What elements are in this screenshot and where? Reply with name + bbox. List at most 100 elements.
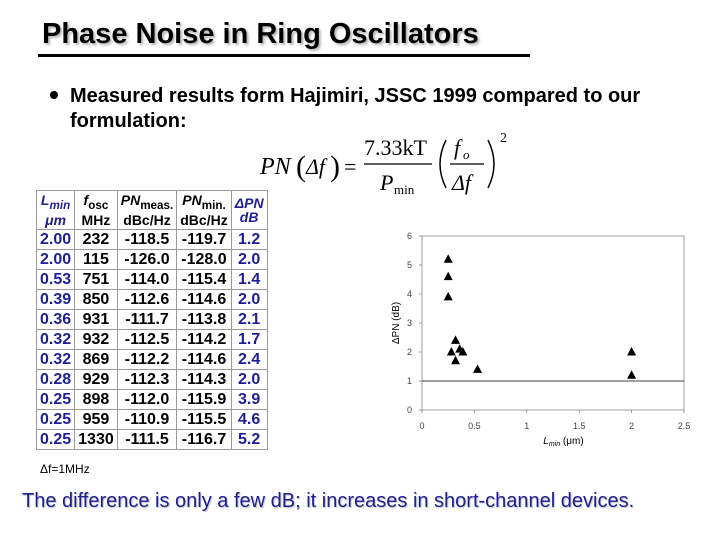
cell-pn-meas: -126.0 xyxy=(116,249,178,270)
data-point-marker xyxy=(446,347,456,356)
table-header-row: Lmin μm fosc MHz PNmeas. dBc/Hz PNmin. dBc/H… xyxy=(35,190,268,230)
y-tick-label: 3 xyxy=(407,318,412,328)
cell-fosc: 932 xyxy=(74,329,118,350)
cell-lmin: 0.28 xyxy=(35,369,76,390)
data-point-marker xyxy=(627,370,637,379)
header-lmin: Lmin μm xyxy=(35,190,76,230)
cell-pn-meas: -111.7 xyxy=(116,309,178,330)
results-table: Lmin μm fosc MHz PNmeas. dBc/Hz PNmin. dBc/H… xyxy=(35,190,268,450)
cell-pn-meas: -112.3 xyxy=(116,369,178,390)
cell-fosc: 232 xyxy=(74,229,118,250)
table-row: 0.32 932 -112.5 -114.2 1.7 xyxy=(35,329,268,350)
table-row: 0.39 850 -112.6 -114.6 2.0 xyxy=(35,289,268,310)
formula-frac-num-sub: o xyxy=(463,147,470,162)
cell-lmin: 0.32 xyxy=(35,329,76,350)
cell-lmin: 0.32 xyxy=(35,349,76,370)
table-row: 0.53 751 -114.0 -115.4 1.4 xyxy=(35,269,268,290)
cell-delta-pn: 1.4 xyxy=(230,269,268,290)
x-tick-label: 0.5 xyxy=(468,421,481,431)
cell-lmin: 0.53 xyxy=(35,269,76,290)
y-tick-label: 1 xyxy=(407,376,412,386)
formula-frac-num: f xyxy=(454,135,463,160)
table-row: 0.25 959 -110.9 -115.5 4.6 xyxy=(35,409,268,430)
cell-fosc: 898 xyxy=(74,389,118,410)
cell-lmin: 0.39 xyxy=(35,289,76,310)
y-tick-label: 5 xyxy=(407,260,412,270)
cell-lmin: 2.00 xyxy=(35,249,76,270)
cell-delta-pn: 2.1 xyxy=(230,309,268,330)
cell-pn-min: -116.7 xyxy=(176,429,232,450)
formula-denominator-sub: min xyxy=(394,182,415,197)
table-body: 2.00 232 -118.5 -119.7 1.2 2.00 115 -126.0 -128.… xyxy=(35,229,268,450)
cell-fosc: 869 xyxy=(74,349,118,370)
header-pn-meas: PNmeas. dBc/Hz xyxy=(116,190,178,230)
x-axis-label: Lmin (μm) xyxy=(543,436,583,448)
formula-lhs: PN xyxy=(259,154,293,180)
cell-delta-pn: 5.2 xyxy=(230,429,268,450)
cell-lmin: 0.25 xyxy=(35,429,76,450)
cell-pn-meas: -112.0 xyxy=(116,389,178,410)
cell-pn-meas: -114.0 xyxy=(116,269,178,290)
y-tick-label: 2 xyxy=(407,347,412,357)
formula-frac-den: Δf xyxy=(451,170,474,195)
bullet-marker xyxy=(50,91,58,99)
delta-pn-scatter-chart: 0 1 2 3 4 5 6 0 0.5 1 1.5 2 2.5 ΔPN (dB) Lmin (μm) xyxy=(391,231,691,448)
cell-pn-min: -119.7 xyxy=(176,229,232,250)
table-row: 0.36 931 -111.7 -113.8 2.1 xyxy=(35,309,268,330)
table-row: 0.28 929 -112.3 -114.3 2.0 xyxy=(35,369,268,390)
cell-delta-pn: 2.0 xyxy=(230,369,268,390)
header-delta-pn: ΔPN dB xyxy=(230,190,268,230)
cell-delta-pn: 1.7 xyxy=(230,329,268,350)
slide-title: Phase Noise in Ring Oscillators xyxy=(42,18,479,50)
x-tick-label: 0 xyxy=(419,421,424,431)
data-point-marker xyxy=(473,364,483,373)
cell-delta-pn: 3.9 xyxy=(230,389,268,410)
data-point-marker xyxy=(443,254,453,263)
cell-delta-pn: 2.0 xyxy=(230,249,268,270)
cell-lmin: 0.25 xyxy=(35,409,76,430)
cell-pn-meas: -112.5 xyxy=(116,329,178,350)
formula-exponent: 2 xyxy=(500,131,507,146)
x-tick-label: 2.5 xyxy=(678,421,691,431)
cell-fosc: 929 xyxy=(74,369,118,390)
phase-noise-formula: PN ( Δf ) = 7.33kT P min f o Δf 2 xyxy=(259,131,507,197)
table-row: 0.25 898 -112.0 -115.9 3.9 xyxy=(35,389,268,410)
bullet-text: Measured results form Hajimiri, JSSC 199… xyxy=(70,85,641,132)
cell-pn-meas: -118.5 xyxy=(116,229,178,250)
cell-delta-pn: 2.0 xyxy=(230,289,268,310)
data-point-marker xyxy=(455,344,465,353)
cell-pn-min: -114.3 xyxy=(176,369,232,390)
cell-pn-meas: -111.5 xyxy=(116,429,178,450)
formula-arg: Δf xyxy=(305,154,328,179)
table-row: 2.00 115 -126.0 -128.0 2.0 xyxy=(35,249,268,270)
data-point-marker xyxy=(451,335,461,344)
formula-denominator: P xyxy=(379,170,393,195)
x-tick-label: 1 xyxy=(524,421,529,431)
table-row: 0.32 869 -112.2 -114.6 2.4 xyxy=(35,349,268,370)
cell-delta-pn: 2.4 xyxy=(230,349,268,370)
table-row: 2.00 232 -118.5 -119.7 1.2 xyxy=(35,229,268,250)
cell-pn-meas: -110.9 xyxy=(116,409,178,430)
conclusion-text: The difference is only a few dB; it incr… xyxy=(22,490,635,512)
cell-delta-pn: 4.6 xyxy=(230,409,268,430)
y-axis-label: ΔPN (dB) xyxy=(391,302,402,344)
plot-area xyxy=(421,235,685,411)
header-pn-min: PNmin. dBc/Hz xyxy=(176,190,232,230)
cell-pn-meas: -112.6 xyxy=(116,289,178,310)
cell-pn-meas: -112.2 xyxy=(116,349,178,370)
cell-pn-min: -114.6 xyxy=(176,349,232,370)
cell-fosc: 931 xyxy=(74,309,118,330)
cell-pn-min: -114.6 xyxy=(176,289,232,310)
svg-text:(: ( xyxy=(296,150,306,183)
offset-frequency-note: Δf=1MHz xyxy=(40,462,90,476)
svg-text:=: = xyxy=(344,154,356,179)
data-point-marker xyxy=(443,291,453,301)
x-tick-label: 1.5 xyxy=(573,421,586,431)
y-tick-label: 4 xyxy=(407,289,412,299)
svg-text:): ) xyxy=(330,150,340,183)
cell-fosc: 959 xyxy=(74,409,118,430)
header-fosc: fosc MHz xyxy=(74,190,118,230)
cell-fosc: 850 xyxy=(74,289,118,310)
cell-pn-min: -113.8 xyxy=(176,309,232,330)
cell-pn-min: -128.0 xyxy=(176,249,232,270)
